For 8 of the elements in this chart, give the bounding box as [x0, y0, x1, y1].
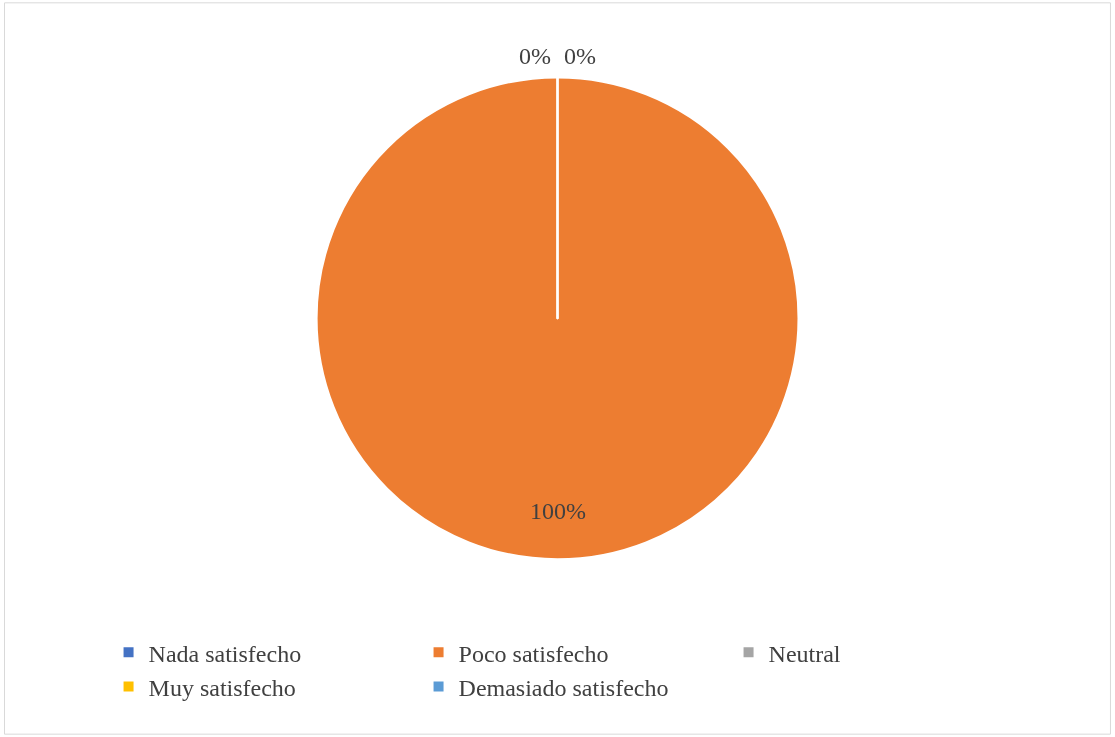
legend-label: Nada satisfecho — [148, 640, 302, 667]
text: 0% — [519, 43, 551, 69]
text: 0% — [564, 43, 596, 69]
legend-label: Demasiado satisfecho — [458, 674, 669, 701]
legend-label: Neutral — [768, 640, 841, 667]
data-label: 100% — [530, 498, 586, 524]
legend-label: Poco satisfecho — [458, 640, 609, 667]
legend-label: Muy satisfecho — [148, 674, 296, 701]
